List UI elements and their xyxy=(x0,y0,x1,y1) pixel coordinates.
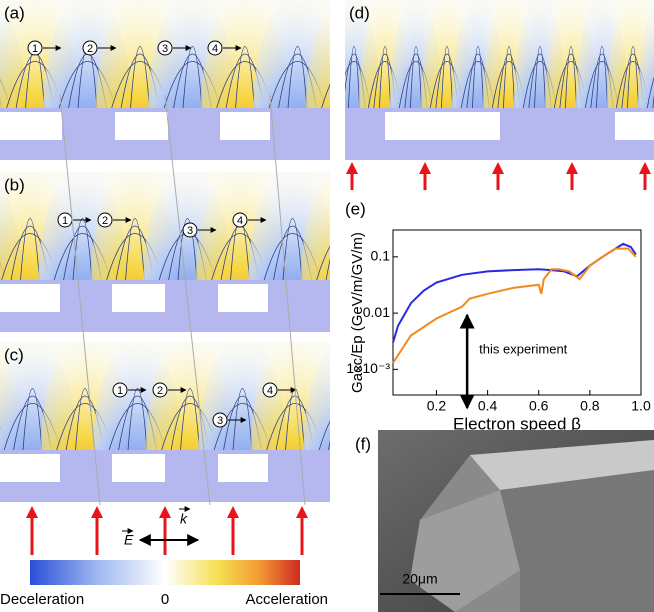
electron-label: 4 xyxy=(237,215,243,227)
grating-gap xyxy=(0,112,62,140)
panel-label: (b) xyxy=(4,175,25,194)
electron-label: 4 xyxy=(212,43,218,55)
field-line xyxy=(579,234,636,281)
field-lobe xyxy=(511,165,599,395)
grating-gap xyxy=(218,454,268,482)
electron-label: 4 xyxy=(267,385,273,397)
colorbar-mid: 0 xyxy=(161,591,169,608)
electron-label: 3 xyxy=(187,225,193,237)
panel-label: (c) xyxy=(4,345,24,364)
grating-gap xyxy=(385,112,500,140)
field-lobe xyxy=(406,165,494,395)
grating-gap xyxy=(112,284,165,312)
colorbar-max: Acceleration xyxy=(245,591,328,608)
grating-gap xyxy=(220,112,270,140)
grating-gap xyxy=(0,454,60,482)
x-tick-label: 0.6 xyxy=(529,398,549,414)
figure: (a) 1 2 3 4 (b) 1 2 3 4 (c) 1 2 3 4 (d) (e) (f) 0.2 0.4 0.6… xyxy=(0,0,654,612)
field-line xyxy=(527,234,584,281)
scale-bar-label: 20μm xyxy=(402,571,437,587)
electron-label: 2 xyxy=(157,385,163,397)
e-vector-label: E xyxy=(124,532,134,548)
field-lobe xyxy=(458,165,546,395)
k-vector-label: k xyxy=(180,511,188,527)
grating-gap xyxy=(115,112,168,140)
field-lobe xyxy=(563,165,651,395)
panel-label: (e) xyxy=(345,199,366,218)
panel-label: (a) xyxy=(4,3,25,22)
electron-label: 2 xyxy=(87,43,93,55)
x-tick-label: 0.8 xyxy=(580,398,600,414)
x-tick-label: 0.4 xyxy=(478,398,498,414)
annotation: this experiment xyxy=(479,341,568,356)
colorbar xyxy=(30,560,300,585)
grating-gap xyxy=(218,284,268,312)
plot-frame xyxy=(393,230,641,395)
grating-gap xyxy=(0,284,60,312)
electron-label: 1 xyxy=(62,215,68,227)
panel-label: (f) xyxy=(355,434,371,453)
electron-label: 1 xyxy=(32,43,38,55)
y-tick-label: 0.1 xyxy=(371,248,391,264)
x-tick-label: 0.2 xyxy=(427,398,447,414)
electron-label: 2 xyxy=(102,215,108,227)
panel-label: (d) xyxy=(349,3,370,22)
electron-label: 3 xyxy=(217,415,223,427)
electron-label: 3 xyxy=(162,43,168,55)
electron-label: 1 xyxy=(117,385,123,397)
field-line xyxy=(388,219,407,281)
grating-gap xyxy=(112,454,165,482)
field-line xyxy=(441,219,460,281)
field-line xyxy=(431,226,469,280)
y-tick-label: 0.01 xyxy=(363,304,390,320)
x-tick-label: 1.0 xyxy=(631,398,651,414)
y-axis-label: Gacc/Ep (GeV/m/GV/m) xyxy=(349,232,366,393)
colorbar-min: Deceleration xyxy=(0,591,84,608)
grating-gap xyxy=(615,112,654,140)
